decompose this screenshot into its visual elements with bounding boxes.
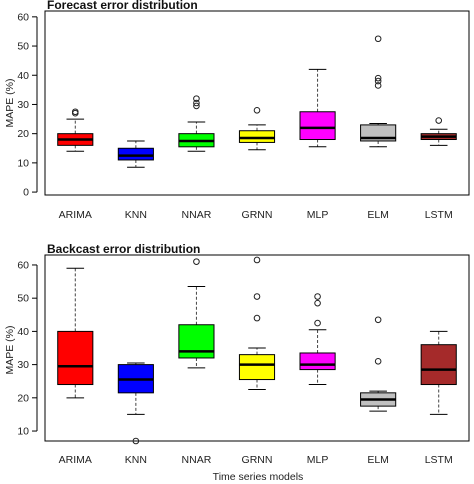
iqr-box [420,344,457,386]
forecast-box-elm [360,35,397,148]
outlier-point [253,293,261,300]
outlier-point [314,299,321,307]
outlier-point [435,117,443,124]
iqr-box [57,330,94,386]
iqr-box [299,352,336,371]
forecast-x-tick-label: GRNN [242,209,273,221]
outlier-point [193,102,200,110]
forecast-x-tick-label: NNAR [182,209,212,221]
backcast-y-tick-label: 50 [17,293,29,305]
outlier-point [193,258,200,265]
forecast-box-lstm [420,117,457,146]
iqr-box [238,130,276,143]
outlier-point [71,108,79,116]
backcast-box-nnar [178,258,215,369]
forecast-box-knn [117,140,154,168]
forecast-panel: Forecast error distribution MAPE (%) 0 10… [4,0,470,221]
iqr-box [117,147,154,161]
backcast-y-tick-label: 10 [17,426,29,438]
outlier-point [253,107,261,114]
forecast-boxes [57,35,457,168]
backcast-boxes [57,256,457,445]
backcast-x-tick-label: KNN [125,454,147,466]
outlier-point [314,293,321,300]
backcast-box-lstm [420,330,457,415]
outlier-point [374,74,382,82]
forecast-y-tick-label: 30 [17,99,29,111]
forecast-box-arima [57,108,94,152]
backcast-y-tick-label: 40 [17,326,29,338]
forecast-x-tick-label: LSTM [425,209,453,221]
forecast-x-tick-label: KNN [125,209,147,221]
outlier-point [374,35,382,43]
forecast-y-axis-label: MAPE (%) [4,78,16,127]
backcast-x-tick-label: LSTM [425,454,453,466]
backcast-title: Backcast error distribution [47,242,200,256]
backcast-box-elm [360,316,397,412]
outlier-point [374,82,382,89]
forecast-box-nnar [178,95,215,152]
outlier-point [253,314,261,322]
outlier-point [374,357,382,365]
outlier-point [253,256,261,264]
forecast-x-tick-label: ELM [367,209,389,221]
backcast-x-axis: ARIMA KNN NNAR GRNN MLP ELM LSTM [59,454,453,466]
outlier-point [314,319,321,327]
forecast-y-tick-label: 20 [17,128,29,140]
iqr-box [178,324,215,359]
forecast-title: Forecast error distribution [47,0,198,12]
forecast-plot-frame [44,10,470,196]
backcast-y-tick-label: 30 [17,359,29,371]
forecast-y-tick-label: 0 [23,187,29,199]
backcast-y-tick-label: 60 [17,259,29,271]
backcast-box-mlp [299,293,336,386]
outlier-point [374,77,382,85]
backcast-box-knn [117,362,154,445]
backcast-y-axis-label: MAPE (%) [4,325,16,374]
forecast-x-axis: ARIMA KNN NNAR GRNN MLP ELM LSTM [59,209,453,221]
iqr-box [299,111,336,141]
backcast-x-tick-label: ELM [367,454,389,466]
outlier-point [132,437,140,445]
backcast-plot-frame [44,254,470,442]
backcast-x-tick-label: MLP [307,454,329,466]
backcast-x-tick-label: GRNN [242,454,273,466]
backcast-y-axis: 10 20 30 40 50 60 [17,259,38,438]
forecast-box-mlp [299,68,336,148]
backcast-box-arima [57,267,94,399]
forecast-y-axis: 0 10 20 30 40 50 60 [17,11,38,199]
x-axis-title: Time series models [213,471,304,483]
backcast-panel: Backcast error distribution MAPE (%) Tim… [4,242,470,483]
backcast-box-grnn [238,256,276,391]
outlier-point [193,95,200,102]
outlier-point [374,316,382,324]
forecast-y-tick-label: 50 [17,41,29,53]
forecast-y-tick-label: 60 [17,11,29,23]
forecast-x-tick-label: MLP [307,209,329,221]
outlier-point [193,99,200,107]
forecast-box-grnn [238,107,276,151]
forecast-y-tick-label: 40 [17,70,29,82]
backcast-y-tick-label: 20 [17,392,29,404]
forecast-y-tick-label: 10 [17,157,29,169]
backcast-x-tick-label: NNAR [182,454,212,466]
forecast-x-tick-label: ARIMA [59,209,92,221]
iqr-box [238,354,276,381]
backcast-x-tick-label: ARIMA [59,454,92,466]
